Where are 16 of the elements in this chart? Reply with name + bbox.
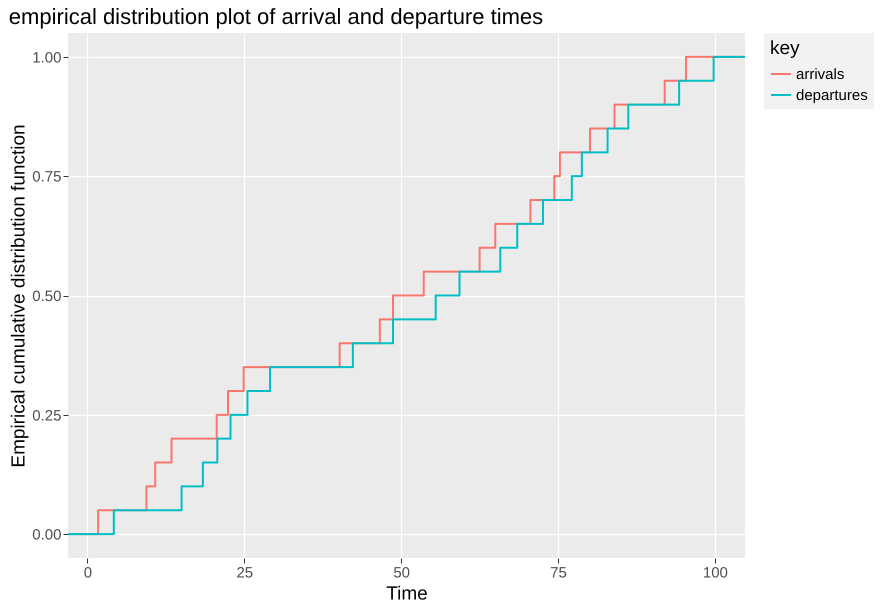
y-tick-label: 0.00 xyxy=(32,526,62,544)
y-tick-label: 0.25 xyxy=(32,407,62,424)
y-axis-title: Empirical cumulative distribution function xyxy=(8,124,30,468)
x-tick-label: 25 xyxy=(236,564,254,582)
legend-label: departures xyxy=(796,87,868,104)
x-tick-label: 50 xyxy=(393,564,410,582)
x-axis-title: Time xyxy=(386,584,428,604)
x-tick-label: 75 xyxy=(550,564,567,582)
x-tick-label: 100 xyxy=(702,564,728,582)
y-tick-label: 1.00 xyxy=(32,49,62,66)
x-tick-label: 0 xyxy=(84,564,92,582)
legend-title: key xyxy=(770,38,800,59)
y-tick-label: 0.75 xyxy=(32,168,62,186)
y-tick-label: 0.50 xyxy=(32,288,62,305)
legend-label: arrivals xyxy=(796,66,844,83)
chart-title: empirical distribution plot of arrival and departure times xyxy=(8,4,544,29)
